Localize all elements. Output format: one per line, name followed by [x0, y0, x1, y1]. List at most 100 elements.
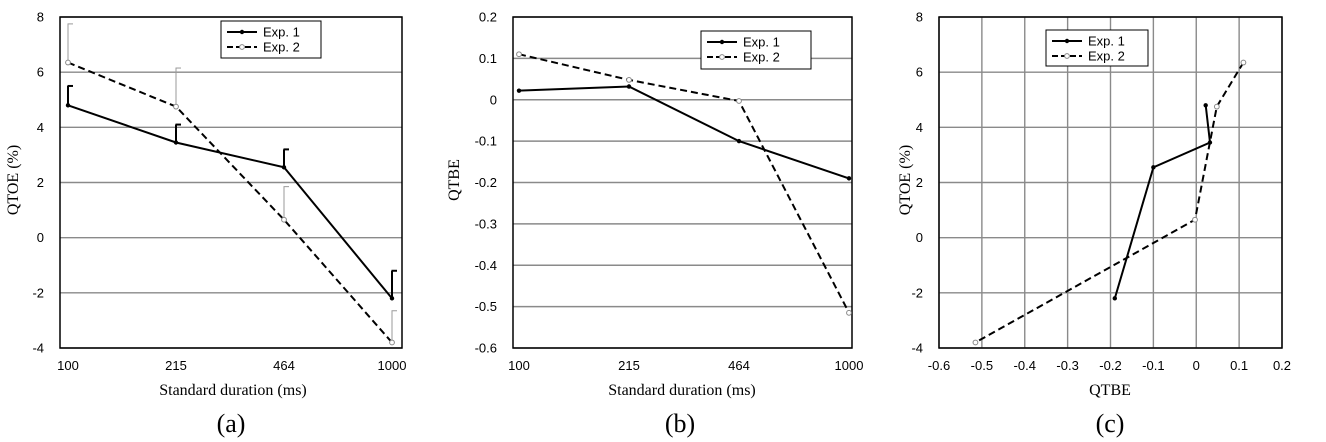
legend-marker — [720, 40, 724, 44]
y-tick-label: -0.1 — [475, 134, 497, 149]
panel-c: -4 -2 0 2 4 6 8 -0.6 -0.5 -0.4 -0.3 -0.2 -0.1 0 0.1 0.2… — [897, 10, 1291, 439]
data-point — [1241, 60, 1246, 65]
series-line — [519, 54, 849, 313]
legend-label: Exp. 2 — [743, 50, 780, 65]
y-axis-label: QTBE — [446, 159, 463, 201]
x-tick-label: 215 — [165, 358, 187, 373]
data-point — [282, 165, 286, 169]
data-point — [627, 84, 631, 88]
legend-marker — [240, 30, 244, 34]
legend-label: Exp. 1 — [1088, 34, 1125, 49]
y-tick-label: 8 — [916, 10, 923, 25]
data-point — [517, 52, 522, 57]
y-tick-label: -0.3 — [475, 216, 497, 231]
y-tick-label: 0.1 — [479, 51, 497, 66]
x-tick-label: 215 — [618, 358, 640, 373]
legend-label: Exp. 1 — [263, 25, 300, 40]
series-line — [68, 63, 392, 343]
panel-label: (b) — [665, 409, 695, 438]
panel-label: (a) — [217, 409, 246, 438]
data-point — [1214, 104, 1219, 109]
y-tick-label: 4 — [37, 120, 44, 135]
data-point — [66, 103, 70, 107]
data-point — [1113, 296, 1117, 300]
series-exp-2 — [973, 60, 1246, 345]
legend-marker — [240, 45, 245, 50]
y-tick-label: 0 — [916, 230, 923, 245]
y-tick-label: -0.6 — [475, 341, 497, 356]
y-tick-label: 0 — [37, 230, 44, 245]
y-tick-label: 4 — [916, 120, 923, 135]
legend-marker — [720, 55, 725, 60]
y-tick-label: -0.4 — [475, 258, 497, 273]
y-tick-label: 2 — [37, 175, 44, 190]
y-tick-label: 0.2 — [479, 10, 497, 25]
y-tick-label: -4 — [32, 341, 44, 356]
data-point — [66, 60, 71, 65]
x-tick-label: 0 — [1193, 358, 1200, 373]
series-line — [975, 63, 1243, 343]
series-exp-2 — [517, 52, 852, 315]
panel-label: (c) — [1096, 409, 1125, 438]
y-tick-label: -4 — [911, 341, 923, 356]
data-point — [282, 217, 287, 222]
x-tick-label: -0.5 — [971, 358, 993, 373]
x-tick-label: 0.1 — [1230, 358, 1248, 373]
data-point — [737, 139, 741, 143]
data-point — [390, 340, 395, 345]
x-tick-label: -0.4 — [1014, 358, 1036, 373]
y-axis-label: QTOE (%) — [5, 145, 22, 215]
series-exp-1 — [1113, 103, 1213, 300]
y-tick-label: 6 — [916, 65, 923, 80]
x-axis-label: QTBE — [1089, 382, 1131, 399]
legend-marker — [1065, 54, 1070, 59]
data-point — [737, 99, 742, 104]
data-point — [847, 310, 852, 315]
x-tick-label: 1000 — [835, 358, 864, 373]
legend-label: Exp. 2 — [263, 40, 300, 55]
y-tick-label: -2 — [911, 285, 923, 300]
y-tick-label: 0 — [490, 92, 497, 107]
series-line — [68, 105, 392, 298]
x-tick-label: 0.2 — [1273, 358, 1291, 373]
x-tick-label: -0.3 — [1056, 358, 1078, 373]
x-axis-label: Standard duration (ms) — [608, 382, 756, 399]
legend-label: Exp. 2 — [1088, 49, 1125, 64]
x-tick-label: -0.1 — [1142, 358, 1164, 373]
x-axis-label: Standard duration (ms) — [159, 382, 307, 399]
data-point — [1193, 217, 1198, 222]
data-point — [1151, 165, 1155, 169]
y-tick-label: -2 — [32, 285, 44, 300]
data-point — [390, 296, 394, 300]
data-point — [517, 88, 521, 92]
panel-b: -0.6 -0.5 -0.4 -0.3 -0.2 -0.1 0 0.1 0.2 100 215 464… — [446, 10, 863, 439]
data-point — [1203, 103, 1207, 107]
y-tick-label: 2 — [916, 175, 923, 190]
data-point — [174, 140, 178, 144]
x-tick-label: 100 — [508, 358, 530, 373]
x-tick-label: -0.6 — [928, 358, 950, 373]
x-tick-label: 100 — [57, 358, 79, 373]
x-tick-label: 1000 — [378, 358, 407, 373]
legend-marker — [1065, 39, 1069, 43]
data-point — [973, 340, 978, 345]
legend-label: Exp. 1 — [743, 35, 780, 50]
x-tick-label: -0.2 — [1099, 358, 1121, 373]
data-point — [847, 176, 851, 180]
data-point — [627, 77, 632, 82]
y-tick-label: 8 — [37, 10, 44, 25]
data-point — [174, 104, 179, 109]
x-tick-label: 464 — [273, 358, 295, 373]
y-axis-label: QTOE (%) — [897, 145, 914, 215]
x-tick-label: 464 — [728, 358, 750, 373]
y-tick-label: 6 — [37, 65, 44, 80]
y-tick-label: -0.2 — [475, 175, 497, 190]
series-exp-1 — [517, 84, 851, 180]
y-tick-label: -0.5 — [475, 299, 497, 314]
series-exp-1 — [66, 86, 397, 301]
